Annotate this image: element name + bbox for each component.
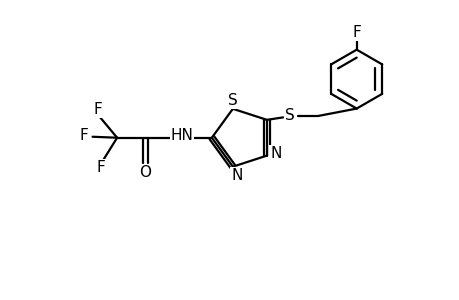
Text: S: S bbox=[284, 108, 294, 123]
Text: O: O bbox=[139, 165, 151, 180]
Text: S: S bbox=[228, 93, 237, 108]
Text: F: F bbox=[96, 160, 105, 175]
Text: F: F bbox=[80, 128, 89, 143]
Text: N: N bbox=[269, 146, 281, 161]
Text: N: N bbox=[230, 168, 242, 183]
Text: F: F bbox=[93, 102, 101, 117]
Text: HN: HN bbox=[170, 128, 193, 143]
Text: F: F bbox=[352, 25, 360, 40]
